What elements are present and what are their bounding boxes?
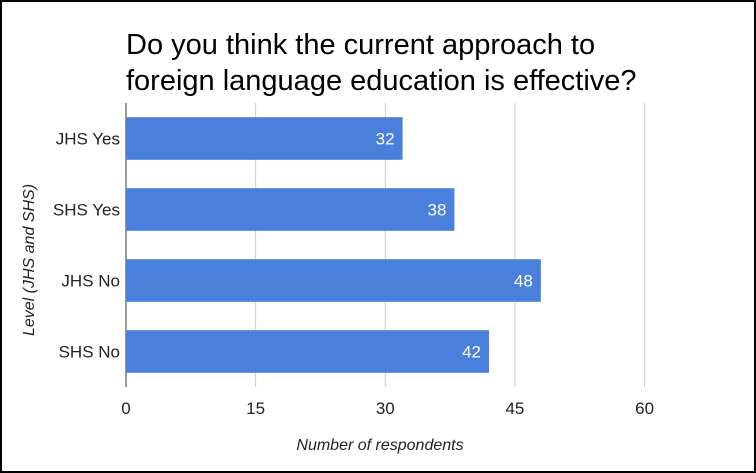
x-tick-labels: 0 15 30 45 60 bbox=[121, 399, 654, 418]
x-tick-label: 0 bbox=[121, 399, 130, 418]
category-label: SHS Yes bbox=[53, 201, 120, 220]
data-label: 32 bbox=[376, 130, 395, 149]
category-label: JHS No bbox=[61, 272, 120, 291]
data-label: 42 bbox=[462, 343, 481, 362]
bar-shs-no bbox=[126, 330, 489, 373]
y-axis-title: Level (JHS and SHS) bbox=[21, 184, 38, 336]
category-label: JHS Yes bbox=[56, 130, 120, 149]
x-axis-title: Number of respondents bbox=[296, 437, 463, 454]
chart-title-line-1: Do you think the current approach to bbox=[126, 29, 595, 61]
x-tick-label: 60 bbox=[635, 399, 654, 418]
x-tick-label: 45 bbox=[505, 399, 524, 418]
x-tick-label: 15 bbox=[246, 399, 265, 418]
chart-title-line-2: foreign language education is effective? bbox=[126, 65, 637, 97]
bar-jhs-yes bbox=[126, 117, 403, 160]
category-labels: JHS Yes SHS Yes JHS No SHS No bbox=[53, 130, 120, 362]
bars bbox=[126, 117, 541, 373]
bar-jhs-no bbox=[126, 259, 541, 302]
data-label: 38 bbox=[428, 201, 447, 220]
data-labels: 32 38 48 42 bbox=[376, 130, 533, 362]
category-label: SHS No bbox=[59, 343, 120, 362]
x-tick-label: 30 bbox=[376, 399, 395, 418]
bar-shs-yes bbox=[126, 188, 455, 231]
data-label: 48 bbox=[514, 272, 533, 291]
